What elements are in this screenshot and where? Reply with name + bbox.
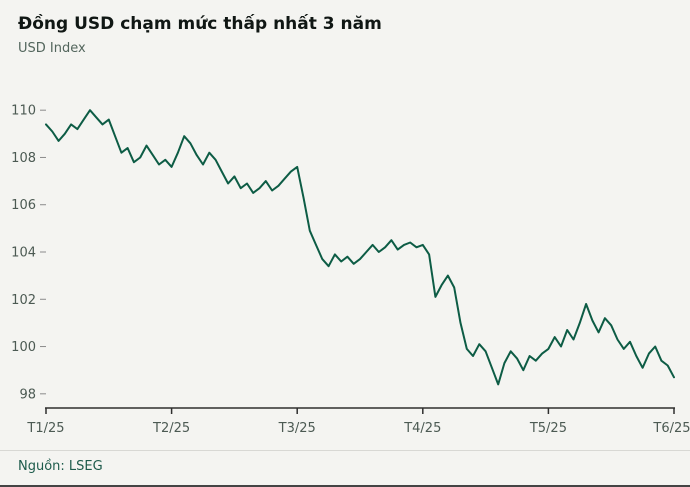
x-axis-label: T3/25 — [278, 421, 316, 436]
y-axis-label: 106 — [11, 198, 36, 213]
footer-divider — [0, 450, 690, 451]
x-axis-label: T6/25 — [652, 421, 690, 436]
y-axis-label: 98 — [19, 387, 36, 402]
y-axis-label: 100 — [11, 340, 36, 355]
chart-header: Đồng USD chạm mức thấp nhất 3 năm USD In… — [0, 0, 690, 56]
x-axis-label: T4/25 — [403, 421, 441, 436]
chart-subtitle: USD Index — [18, 41, 86, 57]
source-label: Nguồn: LSEG — [18, 459, 103, 474]
y-axis-label: 102 — [11, 293, 36, 308]
usd-index-line-chart: 98 100 102 104 106 108 110 T1/25 T2/25 T3/25 T4/25… — [11, 104, 690, 436]
chart-footer: Nguồn: LSEG — [0, 450, 690, 474]
price-line — [45, 109, 675, 386]
chart-title: Đồng USD chạm mức thấp nhất 3 năm — [18, 14, 382, 34]
y-axis-label: 110 — [11, 104, 36, 119]
x-axis-label: T5/25 — [529, 421, 567, 436]
y-axis-label: 104 — [11, 246, 36, 261]
chart-area: 98 100 102 104 106 108 110 T1/25 T2/25 T3/25 T4/25… — [0, 76, 690, 448]
x-axis-label: T1/25 — [26, 421, 64, 436]
y-axis-label: 108 — [11, 151, 36, 166]
x-axis-label: T2/25 — [152, 421, 190, 436]
